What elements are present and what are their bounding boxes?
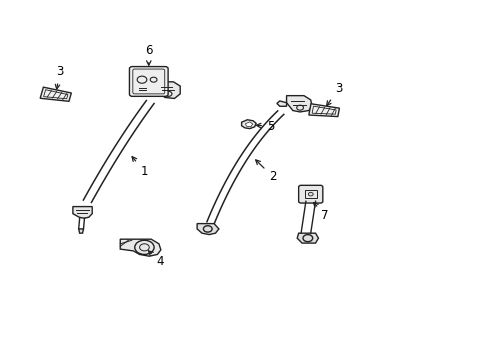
Polygon shape bbox=[79, 229, 83, 233]
Text: 1: 1 bbox=[132, 157, 147, 177]
Text: 3: 3 bbox=[326, 82, 342, 106]
Polygon shape bbox=[286, 96, 311, 112]
Circle shape bbox=[308, 192, 312, 196]
Polygon shape bbox=[73, 207, 92, 218]
Text: 3: 3 bbox=[55, 66, 63, 89]
Polygon shape bbox=[197, 224, 219, 235]
FancyBboxPatch shape bbox=[298, 185, 322, 203]
Bar bbox=[305, 190, 316, 198]
Text: 6: 6 bbox=[145, 44, 152, 65]
Text: 5: 5 bbox=[256, 120, 274, 132]
Polygon shape bbox=[120, 239, 161, 256]
Polygon shape bbox=[245, 122, 252, 127]
Text: 4: 4 bbox=[148, 251, 163, 268]
FancyBboxPatch shape bbox=[129, 67, 168, 96]
Polygon shape bbox=[276, 101, 286, 106]
Text: 2: 2 bbox=[255, 160, 276, 183]
Polygon shape bbox=[297, 233, 318, 243]
Polygon shape bbox=[154, 82, 180, 99]
Polygon shape bbox=[241, 120, 256, 129]
Polygon shape bbox=[145, 88, 154, 93]
Text: 7: 7 bbox=[313, 203, 328, 222]
Polygon shape bbox=[40, 87, 71, 101]
Polygon shape bbox=[308, 104, 339, 117]
